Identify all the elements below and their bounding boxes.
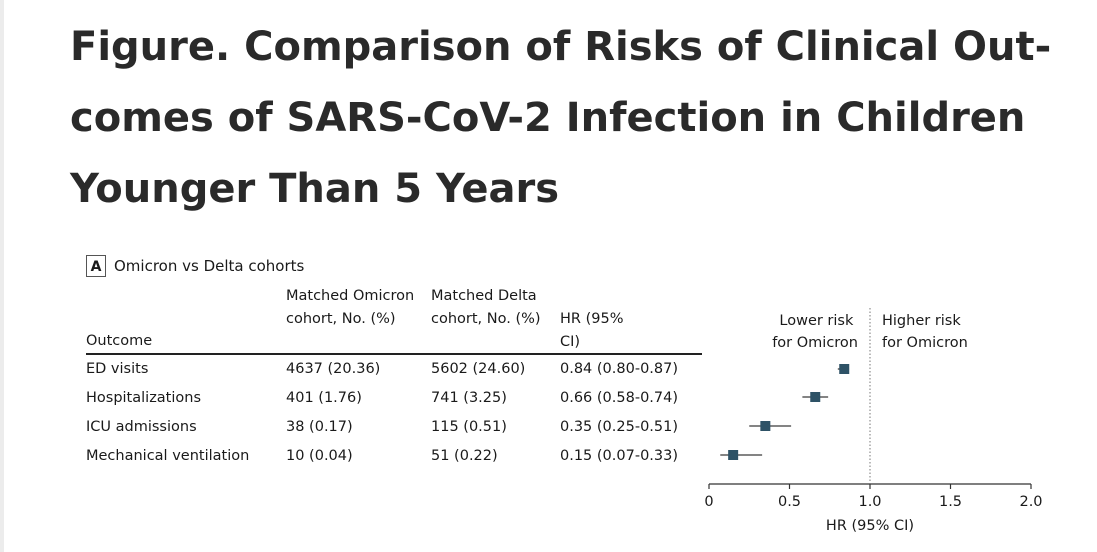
table-cell-outcome: ED visits <box>86 361 149 377</box>
x-tick-label: 1.5 <box>939 494 962 510</box>
table-cell-delta: 5602 (24.60) <box>431 361 526 377</box>
table-cell-omicron: 38 (0.17) <box>286 419 353 435</box>
table-cell-omicron: 401 (1.76) <box>286 390 362 406</box>
annotation-higher-line1: Higher risk <box>882 313 961 329</box>
header-hr: HR (95% CI) <box>560 311 624 350</box>
hr-point <box>810 392 821 402</box>
table-cell-hr: 0.84 (0.80-0.87) <box>560 361 679 377</box>
table-cell-delta: 115 (0.51) <box>431 419 507 435</box>
annotation-lower-risk: Lower risk for Omicron <box>772 313 858 351</box>
panel-label-text: Omicron vs Delta cohorts <box>114 257 305 275</box>
header-omicron: Matched Omicron cohort, No. (%) <box>286 288 415 327</box>
table-cell-delta: 51 (0.22) <box>431 448 498 464</box>
table-cell-outcome: ICU admissions <box>86 419 197 435</box>
annotation-lower-line1: Lower risk <box>779 313 854 329</box>
x-tick-label: 1.0 <box>858 494 881 510</box>
table-cell-omicron: 4637 (20.36) <box>286 361 381 377</box>
table-cell-hr: 0.15 (0.07-0.33) <box>560 448 679 464</box>
panel-label: A Omicron vs Delta cohorts <box>86 254 304 278</box>
hr-point <box>728 450 739 460</box>
x-tick-label: 0.5 <box>778 494 801 510</box>
hr-point <box>839 364 850 374</box>
header-delta: Matched Delta cohort, No. (%) <box>431 288 541 327</box>
table-cell-delta: 741 (3.25) <box>431 390 507 406</box>
annotation-lower-line2: for Omicron <box>772 335 858 351</box>
x-tick-label: 2.0 <box>1019 494 1042 510</box>
x-tick-label: 0 <box>704 494 713 510</box>
annotation-higher-line2: for Omicron <box>882 335 968 351</box>
figure-title: Figure. Comparison of Risks of Clinical … <box>70 24 1052 212</box>
table-cell-outcome: Hospitalizations <box>86 390 202 406</box>
left-margin-rule <box>0 0 4 552</box>
panel-letter: A <box>86 255 106 277</box>
x-axis-label: HR (95% CI) <box>826 518 914 534</box>
hr-point <box>760 421 771 431</box>
table-cell-outcome: Mechanical ventilation <box>86 448 250 464</box>
table-header-rule <box>86 353 702 355</box>
table-cell-hr: 0.66 (0.58-0.74) <box>560 390 679 406</box>
table-cell-hr: 0.35 (0.25-0.51) <box>560 419 679 435</box>
annotation-higher-risk: Higher risk for Omicron <box>882 313 968 351</box>
header-outcome: Outcome <box>86 333 153 349</box>
table-cell-omicron: 10 (0.04) <box>286 448 353 464</box>
